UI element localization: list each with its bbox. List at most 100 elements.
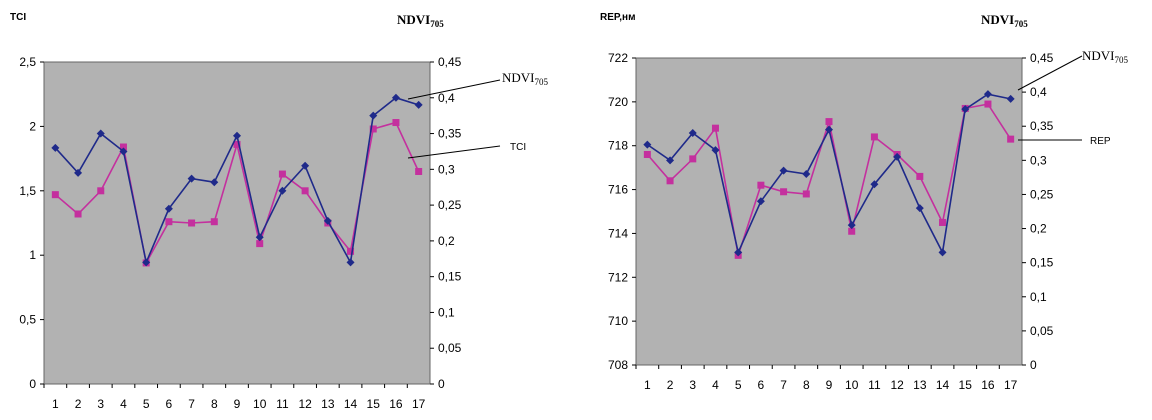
chart-1-ticks: 0 0,5 1 1,5 2 2,5 0 0,05 0,1 0,15 0,2 0,25 0,3 0,35 0,… [19, 55, 461, 411]
chart-1-point-tci [210, 218, 218, 226]
chart-1-point-ndvi705 [164, 204, 173, 213]
chart-1-left-tick-label: 0,5 [19, 313, 36, 327]
chart-2-left-tick-label: 712 [608, 270, 628, 284]
chart-1-left-tick-label: 1 [29, 248, 36, 262]
chart-2-left-axis-title: REP,нм [600, 12, 636, 23]
chart-1-point-tci [74, 210, 82, 218]
chart-1-right-tick-label: 0,2 [438, 234, 455, 248]
chart-2-point-rep [643, 150, 651, 158]
chart-2-x-tick-label: 12 [890, 378, 904, 392]
chart-1-point-tci [369, 125, 377, 133]
chart-1-point-ndvi705 [278, 186, 287, 195]
chart-1-x-tick-label: 12 [298, 397, 312, 411]
chart-1-left-tick-label: 2 [29, 119, 36, 133]
chart-1-x-tick-label: 11 [276, 397, 289, 411]
chart-1-x-tick-label: 16 [389, 397, 403, 411]
chart-1-point-ndvi705 [323, 216, 332, 225]
chart-1-point-ndvi705 [51, 143, 60, 152]
chart-2: 70871071271471671872072200,050,10,150,20… [600, 12, 1129, 392]
chart-2-x-tick-label: 8 [803, 378, 810, 392]
chart-1-left-tick-label: 1,5 [19, 184, 36, 198]
chart-2-point-ndvi705 [688, 129, 697, 138]
chart-2-point-ndvi705 [734, 248, 743, 257]
chart-1-callout-ndvi-leader [407, 79, 501, 100]
chart-1-point-ndvi705 [119, 147, 128, 156]
chart-2-point-rep [870, 133, 878, 141]
chart-1-x-tick-label: 14 [344, 397, 358, 411]
chart-1-point-ndvi705 [414, 100, 423, 109]
chart-2-x-tick-label: 9 [826, 378, 833, 392]
chart-1-point-ndvi705 [233, 131, 241, 140]
chart-1-point-tci [51, 191, 59, 199]
chart-1-x-tick-label: 3 [97, 397, 104, 411]
chart-1: 0 0,5 1 1,5 2 2,5 0 0,05 0,1 0,15 0,2 0,25 0,3 0,35 0,… [10, 12, 549, 411]
chart-2-point-ndvi705 [893, 152, 902, 161]
chart-2-marks [643, 90, 1015, 259]
chart-1-right-tick-label: 0,35 [438, 127, 462, 141]
chart-2-x-tick-label: 16 [981, 378, 995, 392]
chart-1-x-tick-label: 7 [188, 397, 195, 411]
chart-1-x-tick-label: 13 [321, 397, 335, 411]
chart-2-point-ndvi705 [938, 248, 947, 257]
chart-2-right-tick-label: 0,25 [1030, 187, 1054, 201]
chart-1-marks [51, 93, 423, 267]
chart-2-ticks: 70871071271471671872072200,050,10,150,20… [608, 51, 1054, 392]
chart-2-left-tick-label: 708 [608, 358, 628, 372]
chart-2-left-tick-label: 716 [608, 183, 628, 197]
chart-2-plot-area [635, 57, 1023, 366]
chart-2-callout-ndvi: NDVI705 [1082, 48, 1129, 65]
chart-1-x-tick-label: 15 [367, 397, 381, 411]
chart-2-right-tick-label: 0 [1030, 358, 1037, 372]
chart-1-point-ndvi705 [74, 168, 83, 177]
chart-1-right-tick-label: 0,15 [438, 270, 462, 284]
chart-1-callout-ndvi: NDVI705 [502, 70, 549, 87]
chart-1-right-tick-label: 0,1 [438, 305, 455, 319]
chart-1-callout-tci-leader [407, 145, 501, 159]
chart-2-point-rep [1007, 135, 1015, 143]
chart-1-x-tick-label: 4 [120, 397, 127, 411]
chart-2-point-rep [689, 155, 697, 163]
chart-1-point-ndvi705 [301, 161, 310, 170]
chart-1-point-tci [415, 167, 423, 175]
chart-2-x-tick-label: 6 [758, 378, 765, 392]
chart-2-point-ndvi705 [711, 146, 720, 155]
chart-2-right-tick-label: 0,4 [1030, 85, 1047, 99]
chart-2-right-tick-label: 0,1 [1030, 290, 1047, 304]
chart-2-point-ndvi705 [643, 140, 652, 149]
chart-2-point-ndvi705 [870, 180, 879, 189]
chart-1-point-tci [256, 240, 264, 248]
chart-1-right-tick-label: 0,05 [438, 341, 462, 355]
chart-1-point-tci [165, 218, 173, 226]
chart-1-point-ndvi705 [391, 93, 400, 102]
chart-2-point-rep [757, 181, 765, 189]
chart-1-point-ndvi705 [187, 174, 196, 183]
chart-1-x-tick-label: 5 [143, 397, 150, 411]
chart-1-point-ndvi705 [255, 233, 264, 242]
chart-1-x-tick-label: 10 [253, 397, 267, 411]
chart-2-point-ndvi705 [1006, 94, 1015, 103]
chart-2-callout-rep: REP [1090, 136, 1111, 147]
chart-1-right-tick-label: 0,3 [438, 162, 455, 176]
chart-1-left-tick-label: 0 [29, 377, 36, 391]
chart-2-x-tick-label: 10 [845, 378, 859, 392]
chart-2-point-rep [780, 188, 788, 196]
chart-2-point-rep [916, 172, 924, 180]
chart-1-point-tci [301, 187, 309, 195]
chart-2-point-rep [802, 190, 810, 198]
chart-1-right-tick-label: 0 [438, 377, 445, 391]
chart-1-x-tick-label: 6 [166, 397, 173, 411]
chart-2-right-tick-label: 0,05 [1030, 324, 1054, 338]
chart-2-callout-ndvi-leader [1017, 55, 1083, 91]
chart-1-right-axis-title: NDVI705 [397, 12, 444, 29]
chart-1-point-ndvi705 [96, 129, 105, 138]
chart-2-point-ndvi705 [779, 166, 788, 175]
chart-2-point-rep [984, 100, 992, 108]
chart-1-right-tick-label: 0,4 [438, 91, 455, 105]
chart-1-x-tick-label: 1 [52, 397, 59, 411]
chart-1-point-ndvi705 [142, 258, 151, 267]
chart-2-point-ndvi705 [666, 156, 675, 165]
chart-1-point-tci [233, 140, 241, 148]
chart-1-point-ndvi705 [346, 258, 355, 267]
chart-2-x-tick-label: 11 [868, 378, 881, 392]
chart-1-left-tick-label: 2,5 [19, 55, 36, 69]
